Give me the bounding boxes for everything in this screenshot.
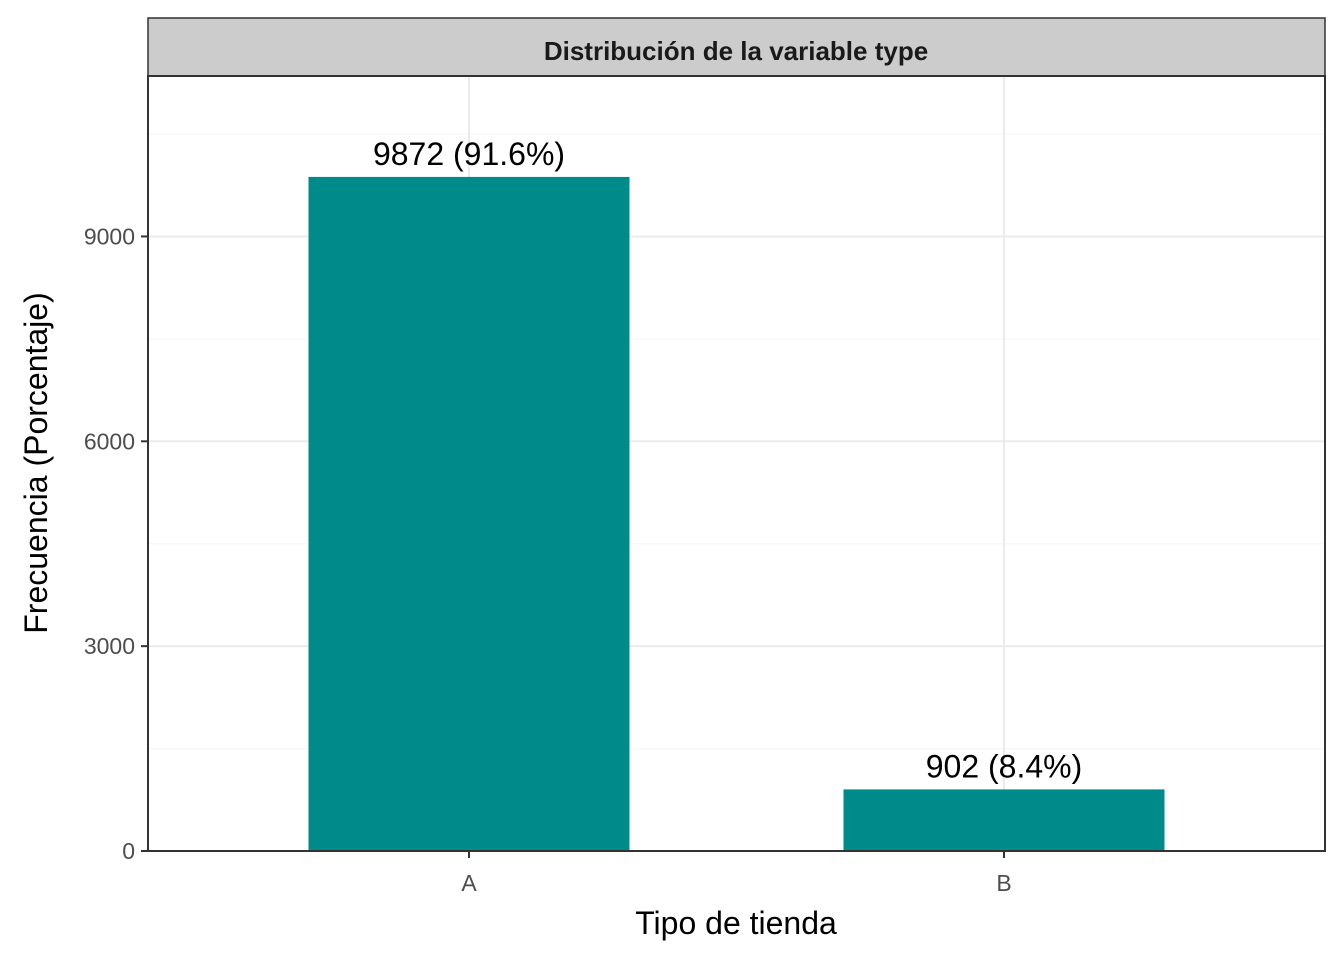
y-axis: 0 3000 6000 9000 bbox=[84, 223, 148, 864]
x-tick-label: A bbox=[461, 870, 477, 896]
bar-A bbox=[308, 176, 630, 851]
data-labels: 9872 (91.6%) 902 (8.4%) bbox=[373, 136, 1082, 784]
y-axis-title: Frecuencia (Porcentaje) bbox=[18, 292, 54, 633]
bar-B bbox=[843, 789, 1165, 851]
x-axis-title: Tipo de tienda bbox=[635, 905, 837, 941]
bars bbox=[308, 176, 1165, 851]
y-tick-label: 9000 bbox=[84, 223, 135, 249]
data-label-A: 9872 (91.6%) bbox=[373, 136, 565, 172]
y-tick-label: 3000 bbox=[84, 633, 135, 659]
y-tick-label: 6000 bbox=[84, 428, 135, 454]
facet-title: Distribución de la variable type bbox=[544, 36, 928, 66]
y-tick-label: 0 bbox=[122, 838, 135, 864]
facet-strip bbox=[147, 17, 1326, 77]
data-label-B: 902 (8.4%) bbox=[926, 748, 1083, 784]
panel-border bbox=[147, 75, 1326, 852]
x-tick-label: B bbox=[996, 870, 1011, 896]
